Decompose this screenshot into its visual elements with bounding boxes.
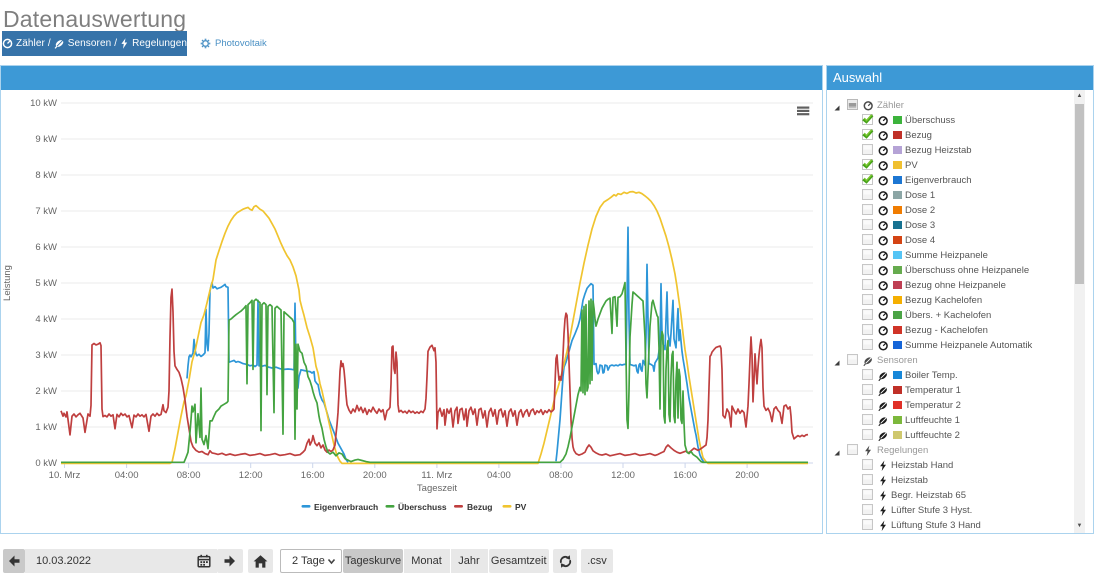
svg-text:5 kW: 5 kW <box>35 278 57 289</box>
svg-text:08:00: 08:00 <box>549 470 573 481</box>
svg-text:8 kW: 8 kW <box>35 170 57 181</box>
svg-text:10. Mrz: 10. Mrz <box>49 470 81 481</box>
svg-text:7 kW: 7 kW <box>35 206 57 217</box>
svg-text:10 kW: 10 kW <box>30 98 57 109</box>
svg-text:Leistung: Leistung <box>2 265 13 301</box>
svg-text:Überschuss: Überschuss <box>398 502 447 512</box>
svg-text:04:00: 04:00 <box>115 470 139 481</box>
svg-text:4 kW: 4 kW <box>35 314 57 325</box>
svg-text:9 kW: 9 kW <box>35 134 57 145</box>
svg-text:11. Mrz: 11. Mrz <box>421 470 452 481</box>
svg-text:1 kW: 1 kW <box>35 422 57 433</box>
svg-text:6 kW: 6 kW <box>35 242 57 253</box>
svg-text:04:00: 04:00 <box>487 470 511 481</box>
svg-text:Tageszeit: Tageszeit <box>417 483 457 494</box>
svg-text:Bezug: Bezug <box>467 502 493 512</box>
svg-text:12:00: 12:00 <box>611 470 635 481</box>
svg-text:2 kW: 2 kW <box>35 386 57 397</box>
svg-text:PV: PV <box>515 502 527 512</box>
svg-text:16:00: 16:00 <box>673 470 697 481</box>
svg-text:12:00: 12:00 <box>239 470 263 481</box>
svg-text:Eigenverbrauch: Eigenverbrauch <box>314 502 378 512</box>
svg-text:20:00: 20:00 <box>735 470 759 481</box>
svg-text:0 kW: 0 kW <box>35 458 57 469</box>
svg-text:20:00: 20:00 <box>363 470 387 481</box>
svg-text:16:00: 16:00 <box>301 470 325 481</box>
svg-text:08:00: 08:00 <box>177 470 201 481</box>
svg-text:3 kW: 3 kW <box>35 350 57 361</box>
